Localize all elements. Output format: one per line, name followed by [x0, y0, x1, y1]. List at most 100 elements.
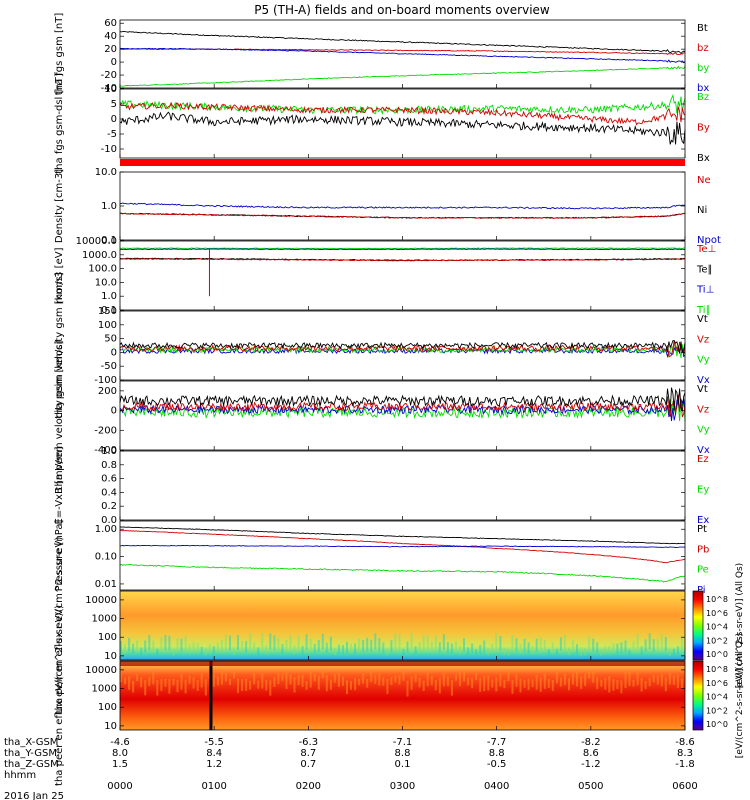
series-5-3 — [119, 387, 686, 412]
y-tick-label: 60 — [104, 18, 117, 29]
colorbar — [692, 590, 704, 661]
time-axis-value: 8.8 — [489, 748, 505, 759]
legend-entry: Ti∥ — [696, 305, 711, 316]
legend-entry: Bt — [697, 23, 708, 34]
series-5-0 — [119, 398, 686, 422]
legend-entry: Ni — [697, 205, 707, 216]
panel-7: 0.01 0.10 1.00 Pressure [nPa] Pt Pb Pe Pi — [54, 520, 709, 596]
y-tick-label: 0.4 — [101, 487, 117, 498]
y-tick-label: -40 — [101, 83, 117, 94]
legend-entry: Bz — [697, 92, 709, 103]
series-0-3 — [119, 47, 686, 64]
colorbar-tick-label: 10^6 — [706, 609, 728, 618]
panel-frame — [119, 450, 686, 521]
series-7-3 — [119, 563, 686, 583]
y-tick-label: 200 — [98, 386, 117, 397]
legend-entry: By — [697, 123, 710, 134]
y-tick-label: 0.01 — [95, 579, 117, 590]
legend-entry: Pe — [697, 565, 709, 576]
y-tick-label: 0.8 — [101, 460, 117, 471]
series-3-0 — [119, 247, 686, 250]
date-label: 2016 Jan 25 — [4, 791, 64, 800]
y-tick-label: -20 — [101, 70, 117, 81]
time-tick-label: 0600 — [672, 781, 697, 792]
time-tick-label: 0100 — [201, 781, 226, 792]
legend-entry: Ti⊥ — [696, 285, 714, 296]
y-tick-label: 5 — [111, 99, 117, 110]
series-4-3 — [119, 340, 686, 354]
series-3-2 — [119, 257, 686, 262]
series-3-1 — [119, 248, 686, 251]
y-tick-label: 0 — [111, 406, 117, 417]
legend-entry: Pb — [697, 544, 709, 555]
y-axis-label: tha peir en eflux eV/(cm^2-s-sr-eV) — [54, 537, 65, 715]
legend-entry: Vz — [697, 334, 709, 345]
colorbar-tick-label: 10^2 — [706, 706, 728, 715]
time-tick-label: 0500 — [578, 781, 603, 792]
panel-8: 10^8 10^6 10^4 10^2 10^0 [eV/(cm^2-s-sr-eV)] … — [54, 537, 745, 715]
colorbar-label: [eV/(cm^2-s-sr-eV)] (All Qs) — [735, 563, 745, 688]
time-axis-value: 1.5 — [112, 759, 128, 770]
y-tick-label: 10000 — [85, 595, 117, 606]
y-tick-label: 0.10 — [95, 552, 117, 563]
colorbar-tick-label: 10^6 — [706, 679, 728, 688]
panel-4: -100 -50 0 50 100 150 tha peim velocity gsm [k… — [54, 272, 710, 419]
time-tick-label: 0300 — [390, 781, 415, 792]
legend-entry: Vt — [697, 314, 708, 325]
y-tick-label: 1000 — [92, 614, 117, 625]
legend-entry: Ne — [697, 175, 711, 186]
time-axis-value: 8.7 — [300, 748, 316, 759]
legend-entry: Vz — [697, 404, 709, 415]
legend-entry: Ey — [697, 485, 709, 496]
time-axis-row-label: tha_Y-GSM — [4, 748, 57, 759]
legend-entry: Ez — [697, 454, 709, 465]
data-gap-bar — [209, 661, 213, 730]
legend-entry: Pi — [697, 585, 706, 596]
time-axis-value: 8.0 — [112, 748, 128, 759]
y-tick-label: 1.0 — [101, 446, 117, 457]
y-tick-label: 100 — [98, 320, 117, 331]
y-axis-label: mom3 [eV] — [54, 247, 65, 303]
y-tick-label: -10 — [101, 144, 117, 155]
time-axis-row-label: hhmm — [4, 770, 36, 781]
y-tick-label: 10 — [104, 84, 117, 95]
spectrogram-image — [120, 661, 685, 730]
time-tick-label: 0400 — [484, 781, 509, 792]
series-5-1 — [119, 398, 686, 422]
panel-frame — [119, 240, 686, 311]
y-tick-label: 0.0 — [101, 515, 117, 526]
y-axis-label: tha fgs gsm [nT] — [54, 13, 65, 96]
panel-2: 0.1 1.0 10.0 Density [cm-3] Ne Ni Npot — [54, 167, 721, 246]
legend-entry: Bx — [697, 153, 710, 164]
y-tick-label: 100 — [98, 632, 117, 643]
y-tick-label: 10000 — [85, 665, 117, 676]
colorbar-tick-label: 10^8 — [706, 595, 728, 604]
legend-entry: Vy — [697, 425, 710, 436]
time-axis-value: -4.6 — [110, 737, 130, 748]
time-axis-value: -7.1 — [393, 737, 413, 748]
panel-frame — [119, 520, 686, 591]
colorbar-tick-label: 10^0 — [706, 650, 728, 659]
y-axis-label: tha fgs gsm-dsl [nT] — [54, 73, 65, 174]
y-tick-label: 0 — [111, 114, 117, 125]
time-axis-value: -8.2 — [581, 737, 601, 748]
legend-entry: Vx — [697, 445, 710, 456]
series-7-2 — [119, 544, 686, 548]
legend-entry: Pt — [697, 524, 707, 535]
series-2-2 — [120, 212, 686, 219]
y-tick-label: 0 — [111, 57, 117, 68]
time-axis-value: -1.8 — [675, 759, 695, 770]
y-tick-label: 100 — [98, 702, 117, 713]
y-tick-label: 0.1 — [101, 235, 117, 246]
legend-entry: Vy — [697, 355, 710, 366]
colorbar-tick-label: 10^0 — [706, 720, 728, 729]
panel-3: 0.1 1.0 10.0 100.0 1000.0 10000.0 mom3 [eV] Te⊥… — [54, 236, 716, 316]
legend-entry: Ex — [697, 515, 709, 526]
y-tick-label: 10 — [104, 721, 117, 732]
series-7-0 — [120, 526, 685, 545]
y-tick-label: 0.2 — [101, 501, 117, 512]
series-0-2 — [119, 65, 686, 87]
y-tick-label: 50 — [104, 334, 117, 345]
series-1-2 — [119, 111, 686, 145]
y-tick-label: 10.0 — [95, 277, 117, 288]
